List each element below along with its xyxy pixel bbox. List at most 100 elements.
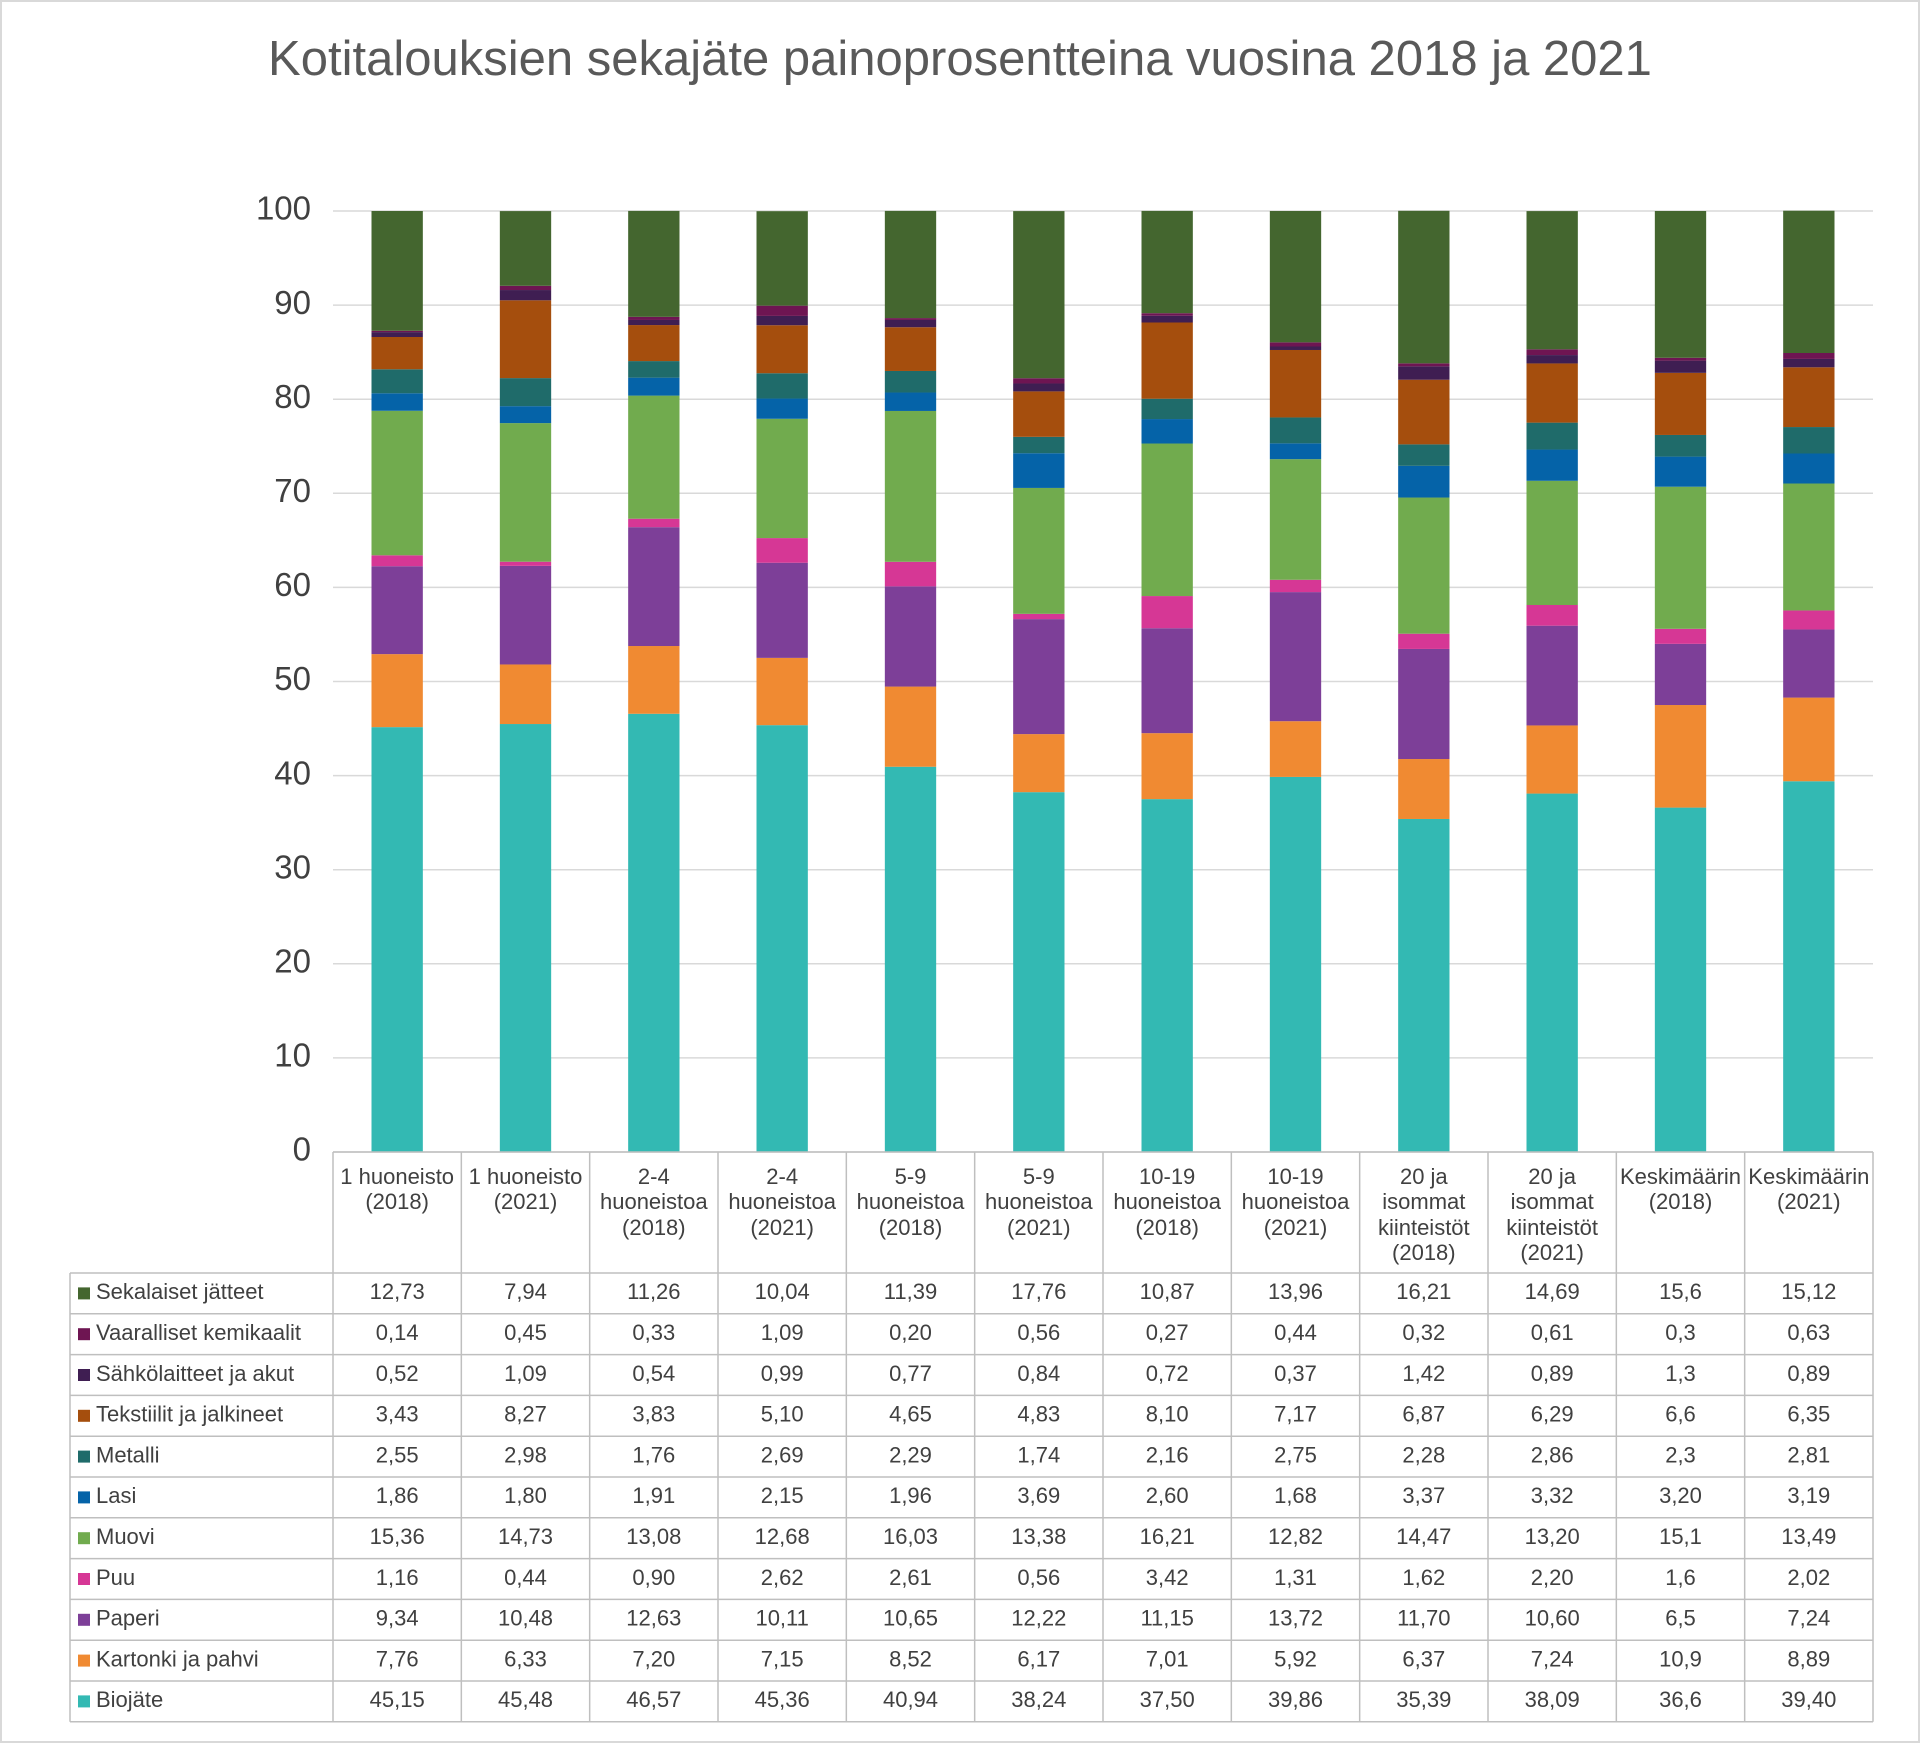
x-tick-label: 1 huoneisto (2018) [340, 1164, 455, 1215]
bar-segment [1654, 628, 1707, 644]
bar-segment [1526, 725, 1578, 794]
table-value: 6,6 [1665, 1402, 1696, 1427]
table-value: 10,9 [1659, 1646, 1702, 1671]
bar-segment [628, 395, 680, 519]
table-value: 14,47 [1396, 1524, 1451, 1549]
table-value: 0,27 [1146, 1320, 1189, 1345]
table-value: 10,04 [755, 1279, 810, 1304]
x-tick-label: 1 huoneisto (2021) [468, 1164, 583, 1215]
bar-segment [1783, 453, 1835, 484]
bar-segment [1141, 315, 1193, 323]
category-cell: 2-4 huoneistoa (2021) [728, 1164, 836, 1240]
table-value: 2,60 [1146, 1483, 1189, 1508]
bar-segment [499, 664, 552, 725]
legend-label: Kartonki ja pahvi [96, 1646, 259, 1671]
legend-swatch [78, 1409, 90, 1422]
y-tick-label: 90 [274, 284, 311, 321]
bar-segment [1013, 453, 1065, 488]
bar-segment [628, 646, 680, 714]
table-value: 38,24 [1011, 1687, 1066, 1712]
table-value: 0,84 [1017, 1361, 1060, 1386]
table-value: 11,15 [1140, 1606, 1193, 1631]
legend-label: Muovi [96, 1524, 155, 1549]
bar-segment [1526, 422, 1578, 450]
bar-segment [1013, 436, 1065, 454]
bar-segment [756, 373, 808, 399]
table-value: 2,20 [1531, 1565, 1574, 1590]
table-value: 3,19 [1787, 1483, 1830, 1508]
table-value: 7,17 [1274, 1402, 1317, 1427]
table-value: 45,15 [370, 1687, 425, 1712]
category-cell: 5-9 huoneistoa (2021) [985, 1164, 1093, 1240]
legend-label: Tekstiilit ja jalkineet [96, 1402, 283, 1427]
bar-segment [1783, 367, 1835, 428]
table-value: 15,36 [370, 1524, 425, 1549]
bar-segment [628, 527, 680, 647]
bar-segment [884, 210, 937, 319]
bar-segment [1398, 379, 1450, 445]
table-value: 2,61 [889, 1565, 932, 1590]
table-value: 12,82 [1268, 1524, 1323, 1549]
table-value: 1,74 [1017, 1442, 1060, 1467]
table-value: 5,92 [1274, 1646, 1317, 1671]
bar-segment [1526, 793, 1578, 1152]
table-value: 6,35 [1787, 1402, 1830, 1427]
table-value: 11,26 [627, 1279, 680, 1304]
table-value: 0,63 [1787, 1320, 1830, 1345]
bar-segment [884, 686, 937, 767]
bar-segment [1141, 313, 1193, 316]
bar-segment [1654, 357, 1707, 361]
bar-segment [1654, 705, 1707, 808]
legend-label: Puu [96, 1565, 135, 1590]
table-value: 12,73 [370, 1279, 425, 1304]
bar-segment [1783, 210, 1835, 353]
table-value: 1,80 [504, 1483, 547, 1508]
bar-segment [499, 423, 552, 562]
table-value: 2,75 [1274, 1442, 1317, 1467]
category-cell: 20 ja isommat kiinteistöt (2018) [1378, 1164, 1470, 1265]
table-value: 0,20 [889, 1320, 932, 1345]
table-value: 10,65 [883, 1606, 938, 1631]
chart-title: Kotitalouksien sekajäte painoprosenttein… [268, 32, 1652, 86]
bar-segment [1398, 366, 1450, 380]
table-value: 17,76 [1011, 1279, 1066, 1304]
bar-segment [1013, 613, 1065, 620]
bar-segment [1783, 427, 1835, 454]
bar-segment [1398, 633, 1450, 649]
bar-segment [371, 555, 423, 567]
bar-segment [371, 332, 423, 337]
table-value: 12,22 [1011, 1606, 1066, 1631]
table-value: 15,12 [1781, 1279, 1836, 1304]
bar-segment [1269, 592, 1322, 722]
table-value: 2,16 [1146, 1442, 1189, 1467]
table-value: 4,65 [889, 1402, 932, 1427]
table-value: 14,69 [1525, 1279, 1580, 1304]
table-value: 45,48 [498, 1687, 553, 1712]
bar-segment [756, 538, 808, 563]
bar-segment [628, 210, 680, 317]
table-value: 0,72 [1146, 1361, 1189, 1386]
table-value: 0,3 [1665, 1320, 1696, 1345]
table-value: 35,39 [1396, 1687, 1451, 1712]
bar-segment [1526, 604, 1578, 626]
table-value: 1,91 [632, 1483, 675, 1508]
table-value: 0,52 [376, 1361, 419, 1386]
bar-segment [371, 727, 423, 1152]
table-value: 8,10 [1146, 1402, 1189, 1427]
x-tick-label: Keskimäärin (2021) [1748, 1164, 1870, 1215]
legend-swatch [78, 1573, 90, 1585]
bar-segment [499, 290, 552, 301]
bar-segment [756, 315, 808, 326]
table-value: 1,42 [1402, 1361, 1445, 1386]
table-value: 6,37 [1402, 1646, 1445, 1671]
legend-label: Biojäte [96, 1687, 163, 1712]
table-value: 0,77 [889, 1361, 932, 1386]
bar-segment [1141, 733, 1193, 800]
bar-segment [756, 657, 808, 726]
bar-segment [371, 410, 423, 556]
bar-segment [756, 562, 808, 658]
table-value: 1,09 [504, 1361, 547, 1386]
table-value: 1,31 [1274, 1565, 1317, 1590]
bar-segment [1783, 483, 1835, 611]
